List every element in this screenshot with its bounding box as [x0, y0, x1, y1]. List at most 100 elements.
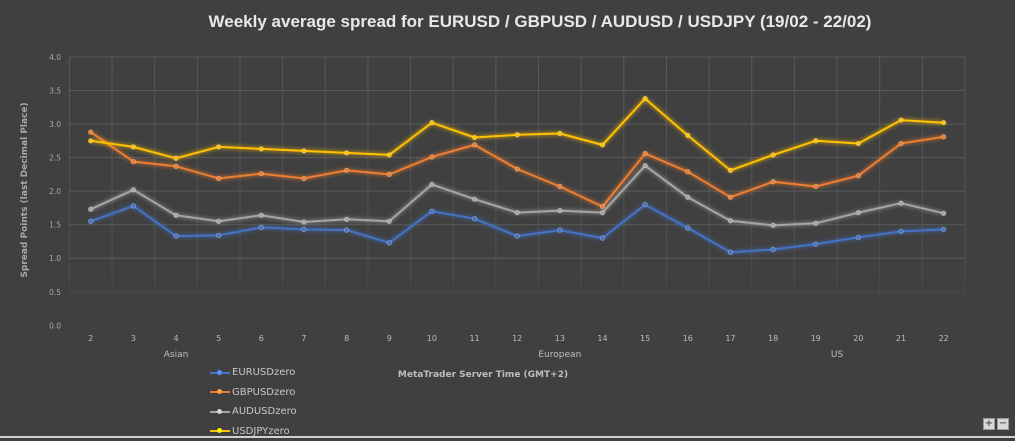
- series-audusdzero: [88, 163, 946, 227]
- y-tick-label: 3.5: [49, 87, 61, 96]
- data-point: [430, 209, 435, 214]
- x-tick-label: 4: [173, 334, 178, 343]
- data-point: [685, 133, 690, 138]
- data-point: [259, 225, 264, 230]
- data-point: [643, 151, 648, 156]
- data-point: [174, 164, 179, 169]
- data-point: [259, 147, 264, 152]
- data-point: [941, 135, 946, 140]
- data-point: [387, 219, 392, 224]
- data-point: [728, 250, 733, 255]
- data-point: [472, 143, 477, 148]
- data-point: [88, 130, 93, 135]
- legend-item-usdjpyzero[interactable]: USDJPYzero: [210, 422, 297, 441]
- zoom-in-button[interactable]: +: [983, 418, 995, 430]
- data-point: [88, 207, 93, 212]
- data-point: [174, 156, 179, 161]
- data-point: [88, 219, 93, 224]
- data-point: [771, 153, 776, 158]
- data-point: [344, 168, 349, 173]
- legend-label: GBPUSDzero: [232, 387, 295, 398]
- series-line: [91, 166, 944, 226]
- data-point: [856, 235, 861, 240]
- data-point: [941, 211, 946, 216]
- data-point: [515, 234, 520, 239]
- data-point: [302, 149, 307, 154]
- session-label-asian: Asian: [164, 350, 189, 360]
- data-point: [643, 96, 648, 101]
- session-label-european: European: [538, 350, 581, 360]
- data-point: [685, 169, 690, 174]
- x-tick-label: 8: [344, 334, 349, 343]
- x-tick-label: 12: [512, 334, 522, 343]
- data-point: [515, 210, 520, 215]
- data-point: [131, 159, 136, 164]
- x-tick-label: 2: [88, 334, 93, 343]
- data-point: [813, 242, 818, 247]
- legend-item-audusdzero[interactable]: AUDUSDzero: [210, 402, 297, 422]
- y-tick-label: 2.0: [49, 187, 61, 196]
- x-tick-label: 6: [259, 334, 264, 343]
- legend-item-eurusdzero[interactable]: EURUSDzero: [210, 363, 297, 383]
- data-point: [216, 219, 221, 224]
- data-point: [558, 208, 563, 213]
- data-point: [856, 173, 861, 178]
- y-tick-label: 3.0: [49, 120, 61, 129]
- data-point: [131, 188, 136, 193]
- y-tick-label: 2.5: [49, 154, 61, 163]
- x-tick-label: 18: [768, 334, 778, 343]
- data-point: [941, 120, 946, 125]
- data-point: [600, 236, 605, 241]
- data-point: [558, 131, 563, 136]
- data-point: [771, 223, 776, 228]
- data-point: [728, 168, 733, 173]
- data-point: [600, 204, 605, 209]
- x-tick-label: 22: [939, 334, 949, 343]
- data-point: [88, 139, 93, 144]
- data-point: [728, 195, 733, 200]
- data-point: [387, 172, 392, 177]
- data-point: [430, 182, 435, 187]
- legend-marker-icon: [210, 372, 230, 374]
- data-point: [472, 216, 477, 221]
- x-tick-label: 21: [896, 334, 906, 343]
- x-tick-label: 20: [853, 334, 863, 343]
- legend-label: AUDUSDzero: [232, 406, 297, 417]
- data-point: [600, 210, 605, 215]
- data-point: [131, 145, 136, 150]
- series-usdjpyzero: [88, 96, 946, 172]
- data-point: [515, 167, 520, 172]
- session-label-us: US: [831, 350, 843, 360]
- data-point: [685, 195, 690, 200]
- legend-item-gbpusdzero[interactable]: GBPUSDzero: [210, 383, 297, 403]
- x-tick-label: 17: [725, 334, 735, 343]
- data-point: [259, 213, 264, 218]
- data-point: [643, 202, 648, 207]
- data-point: [216, 145, 221, 150]
- legend: EURUSDzero GBPUSDzero AUDUSDzero USDJPYzero: [210, 363, 297, 441]
- data-point: [771, 247, 776, 252]
- data-point: [430, 155, 435, 160]
- x-tick-label: 11: [469, 334, 479, 343]
- x-tick-label: 7: [301, 334, 306, 343]
- data-point: [813, 221, 818, 226]
- data-point: [899, 118, 904, 123]
- x-tick-label: 15: [640, 334, 650, 343]
- zoom-out-button[interactable]: −: [997, 418, 1009, 430]
- legend-marker-icon: [210, 430, 230, 432]
- y-tick-label: 1.5: [49, 221, 61, 230]
- x-tick-label: 19: [811, 334, 821, 343]
- data-point: [643, 163, 648, 168]
- data-point: [131, 204, 136, 209]
- data-point: [515, 133, 520, 138]
- x-axis-title: MetaTrader Server Time (GMT+2): [398, 370, 568, 380]
- data-point: [216, 176, 221, 181]
- data-point: [899, 201, 904, 206]
- data-point: [899, 229, 904, 234]
- x-tick-label: 13: [555, 334, 565, 343]
- data-point: [259, 171, 264, 176]
- data-point: [771, 179, 776, 184]
- data-point: [685, 226, 690, 231]
- x-tick-label: 14: [597, 334, 607, 343]
- data-point: [856, 210, 861, 215]
